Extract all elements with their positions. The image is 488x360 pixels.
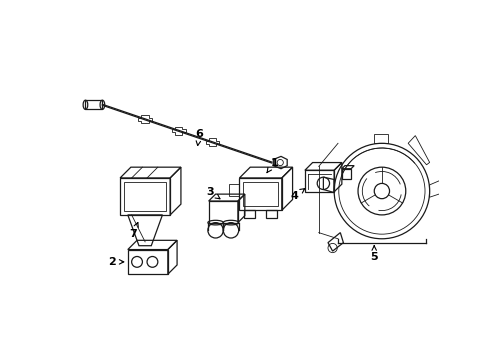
Bar bbox=[127, 249, 167, 274]
Bar bbox=[123, 182, 166, 211]
Bar bbox=[341, 169, 350, 180]
Bar bbox=[266, 210, 277, 218]
Bar bbox=[239, 178, 281, 210]
Bar bbox=[85, 100, 102, 109]
Text: 6: 6 bbox=[195, 129, 203, 145]
Text: 2: 2 bbox=[108, 257, 123, 267]
Bar bbox=[120, 178, 170, 215]
Bar bbox=[243, 182, 277, 206]
Bar bbox=[228, 184, 239, 197]
Text: 1: 1 bbox=[266, 158, 277, 173]
Text: 5: 5 bbox=[369, 246, 377, 262]
Bar bbox=[244, 210, 254, 218]
Text: 4: 4 bbox=[290, 189, 304, 201]
Bar bbox=[305, 170, 333, 192]
Text: 3: 3 bbox=[206, 187, 220, 199]
Bar bbox=[208, 201, 238, 222]
Text: 7: 7 bbox=[129, 222, 138, 239]
